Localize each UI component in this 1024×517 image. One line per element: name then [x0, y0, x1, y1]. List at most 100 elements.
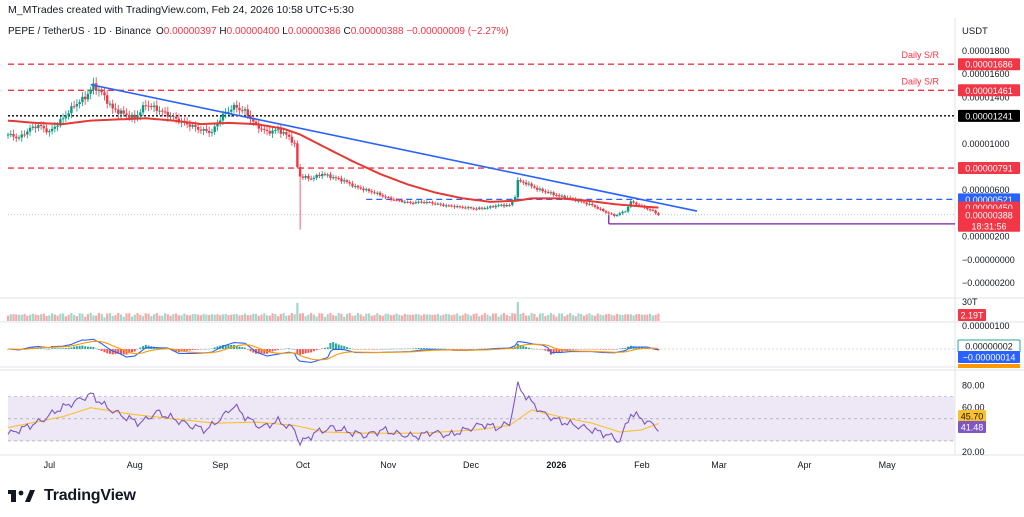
volume-bar: [64, 316, 67, 321]
candle-body: [94, 83, 98, 91]
macd-histogram-bar: [370, 349, 373, 350]
volume-bar: [202, 313, 205, 321]
volume-bar: [351, 315, 354, 321]
volume-bar: [53, 314, 56, 321]
tradingview-logo[interactable]: TradingView: [8, 487, 136, 505]
candle-body: [320, 174, 324, 177]
volume-bar: [629, 314, 632, 321]
volume-bar: [486, 314, 489, 321]
candle-body: [546, 191, 550, 193]
volume-bar: [588, 313, 591, 321]
volume-bar: [175, 313, 178, 321]
volume-bar: [373, 314, 376, 321]
macd-histogram-bar: [111, 349, 114, 355]
price-tag: [958, 208, 1020, 221]
candle-body: [318, 174, 321, 177]
candle-body: [9, 134, 12, 136]
candle-body: [494, 205, 497, 208]
candle-body: [48, 131, 51, 133]
volume-bar: [323, 316, 327, 321]
volume-bar: [155, 313, 158, 321]
volume-bar: [78, 313, 81, 321]
macd-histogram-bar: [566, 349, 569, 351]
volume-bar: [290, 312, 293, 321]
macd-histogram-bar: [323, 347, 326, 349]
macd-histogram-bar: [538, 349, 541, 350]
macd-histogram-bar: [227, 345, 230, 349]
macd-histogram-bar: [340, 345, 343, 349]
volume-bar: [119, 314, 123, 321]
macd-histogram-bar: [605, 349, 608, 350]
volume-bar: [384, 313, 387, 321]
volume-bar: [6, 315, 10, 321]
volume-bar: [423, 314, 426, 321]
symbol-name[interactable]: PEPE / TetherUS · 1D · Binance: [8, 26, 152, 37]
volume-bar: [549, 312, 553, 321]
volume-bar: [519, 314, 522, 321]
candle-body: [527, 183, 531, 185]
volume-bar: [502, 312, 506, 321]
candle-body: [103, 92, 106, 96]
volume-bar: [188, 315, 191, 321]
candle-body: [268, 130, 272, 134]
volume-bar: [89, 312, 92, 321]
volume-bar: [367, 313, 371, 321]
candle-body: [651, 209, 655, 211]
candle-body: [530, 183, 533, 187]
macd-histogram-bar: [406, 348, 409, 350]
volume-bar: [398, 314, 401, 321]
macd-histogram-bar: [64, 347, 67, 349]
volume-bar: [566, 314, 569, 321]
x-tick-label: Jul: [44, 460, 56, 470]
volume-bar: [497, 316, 500, 321]
volume-bar: [213, 314, 216, 321]
candle-body: [505, 205, 509, 207]
macd-histogram-bar: [326, 347, 329, 349]
macd-histogram-bar: [445, 348, 448, 350]
candle-body: [188, 124, 192, 127]
volume-bar: [73, 314, 76, 321]
candle-body: [78, 102, 81, 105]
volume-bar: [106, 313, 109, 321]
open-label: O: [156, 26, 164, 37]
candle-body: [615, 214, 619, 216]
rsi-tag-text: 45.70: [961, 412, 984, 422]
volume-bar: [257, 315, 260, 321]
macd-histogram-bar: [296, 349, 299, 354]
volume-bar: [95, 315, 98, 321]
volume-bar: [150, 316, 153, 321]
candle-body: [163, 111, 167, 113]
candle-body: [585, 202, 588, 205]
macd-histogram-bar: [574, 349, 577, 350]
volume-bar: [326, 314, 329, 321]
candle-body: [555, 195, 558, 197]
volume-bar: [304, 316, 307, 321]
candle-body: [431, 202, 434, 204]
chart-canvas[interactable]: USDT0.000018000.000016000.000014000.0000…: [0, 0, 1024, 485]
rsi-tick: 60.00: [962, 403, 985, 413]
candle-body: [117, 109, 120, 114]
macd-histogram-bar: [621, 348, 624, 349]
volume-bar: [117, 312, 120, 321]
price-tag: [958, 219, 1020, 232]
macd-histogram-bar: [86, 346, 89, 349]
macd-histogram-bar: [332, 342, 335, 349]
candle-body: [632, 201, 635, 203]
candle-body: [618, 213, 622, 215]
candle-body: [467, 207, 470, 209]
macd-tick: 0.00000100: [962, 321, 1010, 331]
y-tick-label: −0.00000200: [962, 278, 1015, 288]
candle-body: [133, 114, 136, 119]
candle-body: [442, 204, 445, 206]
volume-bar: [577, 313, 580, 321]
macd-histogram-bar: [142, 346, 145, 349]
macd-tag-text: −0.00000014: [963, 353, 1016, 363]
volume-bar: [133, 314, 136, 321]
macd-histogram-bar: [257, 349, 260, 354]
volume-bar: [332, 315, 335, 321]
volume-bar: [376, 313, 379, 321]
candle-body: [67, 113, 70, 116]
volume-bar: [194, 314, 197, 321]
open-value: 0.00000397: [163, 26, 217, 37]
macd-histogram-bar: [84, 346, 87, 349]
